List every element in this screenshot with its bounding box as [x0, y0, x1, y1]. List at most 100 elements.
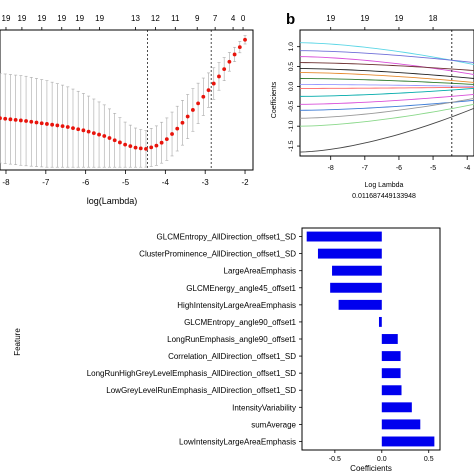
panel-a-point — [81, 128, 86, 133]
panel-a-point — [196, 101, 201, 106]
panel-a-point — [39, 121, 44, 126]
panel-c-bar — [381, 402, 412, 413]
panel-c-x-axis: -0.5 0.0 0.5 — [329, 450, 434, 463]
panel-a-point — [3, 116, 8, 121]
panel-b-y-tick-label: -1.5 — [288, 140, 295, 152]
panel-a-point — [112, 138, 117, 143]
panel-a-top-tick-label: 19 — [37, 14, 46, 23]
panel-b-y-tick-label: 0.0 — [288, 82, 295, 91]
panel-c-bar — [378, 316, 382, 327]
panel-b-coefficient-path — [299, 56, 474, 75]
panel-a-top-axis: 19 19 19 19 19 19 13 12 11 9 7 4 0 — [2, 14, 246, 30]
panel-b-coefficient-path — [299, 68, 474, 79]
panel-a-x-tick-label: -3 — [202, 178, 210, 187]
panel-b-coefficient-path — [299, 103, 474, 127]
panel-a-point — [133, 145, 138, 150]
panel-c-category-label: ClusterProminence_AllDirection_offset1_S… — [139, 250, 296, 259]
panel-c-bar — [381, 436, 435, 447]
panel-b-top-tick-label: 19 — [326, 14, 335, 23]
panel-c-category-label: LongRunHighGreyLevelEmphasis_AllDirectio… — [87, 369, 297, 378]
panel-a-point — [55, 123, 60, 128]
panel-a-point — [123, 142, 128, 147]
panel-a-point — [8, 117, 13, 122]
panel-a-top-tick-label: 19 — [95, 14, 104, 23]
panel-b-top-tick-label: 19 — [394, 14, 403, 23]
panel-a-x-label: log(Lambda) — [87, 196, 138, 206]
panel-b-lambda-value: 0.011687449133948 — [352, 193, 416, 200]
panel-a-top-tick-label: 9 — [195, 14, 200, 23]
panel-c-bar — [381, 368, 401, 379]
panel-a-point — [65, 125, 70, 129]
panel-b-coefficient-path — [299, 84, 474, 87]
panel-b-top-axis: 19 19 19 18 — [326, 14, 438, 30]
panel-a-point — [159, 140, 164, 145]
panel-a-point — [18, 118, 23, 123]
panel-a-point — [185, 114, 190, 119]
panel-c-x-tick-label: -0.5 — [329, 456, 341, 463]
panel-a-point — [34, 120, 39, 125]
panel-b-coefficient-path — [299, 97, 474, 119]
panel-b-coefficient-path — [299, 62, 474, 71]
panel-b-coefficient-path — [299, 87, 474, 97]
panel-a-point — [60, 124, 65, 129]
panel-b-coefficient-path — [299, 86, 474, 89]
panel-a-frame — [0, 29, 254, 171]
panel-b-label: b — [286, 11, 295, 28]
panel-b-coefficient-paths: b Coefficients 19 19 19 18 -1.5 -1.0 -0.5 0.0 0… — [271, 11, 474, 200]
panel-b-coefficient-path — [299, 93, 474, 105]
panel-a-point — [50, 122, 55, 127]
panel-b-coefficient-path — [299, 107, 474, 153]
panel-a-point — [45, 122, 49, 126]
panel-b-y-tick-label: -0.5 — [288, 100, 295, 112]
panel-c-category-label: LargeAreaEmphasis — [224, 267, 296, 276]
panel-a-top-tick-label: 7 — [213, 14, 218, 23]
panel-c-bar — [381, 385, 402, 396]
panel-a-top-tick-label: 0 — [241, 14, 246, 23]
panel-a-point — [222, 67, 227, 72]
panel-a-point — [211, 81, 216, 86]
panel-a-top-tick-label: 19 — [75, 14, 84, 23]
panel-b-coefficient-path — [299, 50, 474, 64]
panel-c-bar — [381, 334, 398, 344]
panel-a-point — [190, 108, 195, 112]
panel-c-category-label: GLCMEntropy_AllDirection_offset1_SD — [157, 233, 297, 242]
panel-a-point — [206, 88, 211, 93]
panel-a-x-tick-label: -5 — [122, 178, 130, 187]
panel-a-point — [149, 145, 154, 150]
panel-c-plot-area — [306, 231, 435, 447]
panel-c-category-label: LongRunEmphasis_angle90_offset1 — [167, 335, 296, 344]
panel-a-top-tick-label: 19 — [57, 14, 66, 23]
panel-c-x-tick-label: 0.5 — [424, 456, 434, 463]
panel-a-top-tick-label: 13 — [131, 14, 140, 23]
panel-a-lambda-cv: 19 19 19 19 19 19 13 12 11 9 7 4 0 -8 -7 -6 -5 -4 -3 -2 lo… — [0, 14, 254, 206]
panel-a-point — [91, 131, 96, 135]
panel-c-category-label: sumAverage — [251, 420, 296, 429]
panel-a-point — [29, 119, 34, 124]
panel-b-x-axis: -8 -7 -6 -5 -4 — [328, 156, 470, 172]
panel-b-frame — [299, 29, 474, 157]
panel-a-point — [154, 143, 159, 148]
panel-c-bar — [306, 231, 382, 242]
panel-a-point — [217, 74, 221, 79]
panel-a-point — [13, 117, 18, 122]
panel-a-point — [86, 129, 91, 134]
panel-a-point — [24, 119, 28, 123]
panel-c-feature-coefficients: Feature GLCMEntropy_AllDirection_offset1… — [13, 227, 441, 473]
panel-c-bar — [338, 299, 382, 310]
panel-b-y-tick-label: 1.0 — [288, 42, 295, 51]
panel-a-point — [118, 140, 122, 145]
panel-a-top-tick-label: 19 — [17, 14, 26, 23]
panel-b-x-tick-label: -7 — [362, 165, 368, 172]
panel-a-x-tick-label: -4 — [162, 178, 170, 187]
panel-a-point — [227, 59, 232, 64]
panel-c-frame — [301, 227, 441, 451]
panel-a-point — [102, 134, 107, 138]
panel-a-point — [170, 132, 174, 136]
panel-a-point — [97, 132, 101, 137]
panel-c-category-label: GLCMEntropy_angle90_offset1 — [184, 318, 296, 327]
panel-b-x-tick-label: -4 — [464, 165, 470, 172]
panel-b-coefficient-path — [299, 99, 474, 111]
panel-b-x-tick-label: -5 — [430, 165, 436, 172]
panel-a-point — [164, 137, 169, 142]
